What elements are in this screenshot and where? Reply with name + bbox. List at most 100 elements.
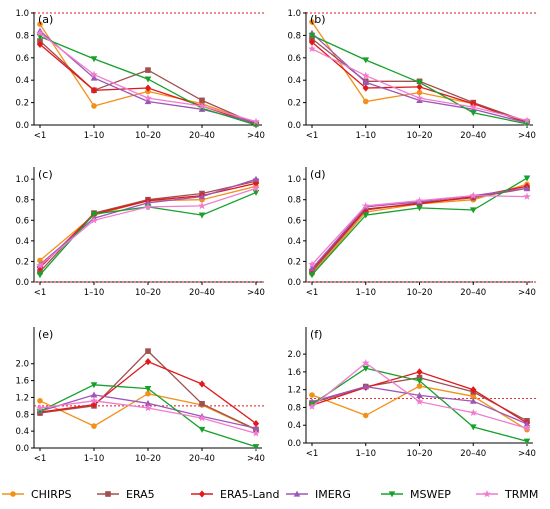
data-point-trmm	[252, 184, 260, 192]
data-point-chirps	[37, 257, 43, 264]
y-tick-label: 1.0	[287, 175, 301, 185]
data-point-imerg	[144, 98, 152, 105]
legend: CHIRPS ERA5 ERA5-Land IMERG MSWEP TRMM	[2, 488, 538, 501]
x-tick-label: 20–40	[189, 131, 215, 141]
data-point-mswep	[252, 189, 260, 196]
data-point-chirps	[416, 89, 423, 96]
data-point-era5-land	[144, 358, 152, 366]
x-tick-label: 10–20	[407, 288, 433, 298]
data-point-era5-land	[36, 40, 44, 48]
y-tick-label: 1.0	[15, 175, 29, 185]
data-point-era5-land	[416, 83, 423, 91]
data-point-mswep	[90, 211, 98, 218]
data-point-era5	[145, 348, 151, 354]
data-point-trmm	[415, 196, 424, 204]
x-tick-label: 20–40	[189, 454, 215, 464]
data-point-mswep	[144, 76, 152, 83]
y-tick-label: 0.6	[287, 54, 301, 64]
data-point-mswep	[144, 386, 152, 392]
data-point-mswep	[90, 382, 98, 389]
y-tick-label: 0.2	[15, 257, 29, 267]
data-point-mswep	[36, 272, 44, 279]
y-tick-label: 1.2	[287, 386, 301, 396]
panel-label: (e)	[38, 328, 53, 341]
y-tick-label: 0.0	[287, 439, 301, 449]
data-point-era5-land	[470, 386, 477, 394]
legend-marker-imerg	[293, 490, 301, 497]
x-tick-label: >40	[518, 288, 536, 298]
y-tick-label: 0.6	[15, 216, 29, 226]
y-tick-label: 0.0	[287, 121, 301, 131]
x-tick-label: 20–40	[460, 131, 486, 141]
data-point-mswep	[523, 438, 531, 445]
data-point-chirps	[91, 103, 97, 109]
y-tick-label: 0.0	[15, 121, 29, 131]
y-tick-label: 0.4	[287, 237, 301, 247]
legend-marker-trmm	[483, 490, 491, 498]
x-tick-label: 10–20	[135, 288, 161, 298]
y-tick-label: 1.0	[287, 9, 301, 19]
data-point-imerg	[90, 391, 98, 398]
data-point-era5-land	[308, 38, 316, 46]
y-tick-label: 0.8	[15, 31, 29, 41]
data-point-era5-land	[36, 264, 44, 272]
data-point-imerg	[416, 392, 423, 398]
data-point-imerg	[523, 185, 531, 191]
data-point-imerg	[308, 265, 316, 272]
x-tick-label: 20–40	[189, 288, 215, 298]
x-tick-label: 1–10	[84, 131, 104, 141]
data-point-trmm	[523, 116, 531, 124]
data-point-chirps	[470, 393, 477, 400]
data-point-era5-land	[90, 401, 98, 409]
data-point-mswep	[362, 365, 370, 372]
panel-c: 0.0 0.2 0.4 0.6 0.8 1.0 <1 1–10 10–20 20–40 >40 (c)	[15, 167, 266, 298]
data-point-trmm	[308, 402, 316, 410]
data-point-trmm	[198, 201, 206, 210]
y-tick-label: 0.8	[15, 410, 29, 420]
data-point-chirps	[362, 98, 369, 105]
data-point-mswep	[198, 212, 206, 219]
panel-d: 0.0 0.2 0.4 0.6 0.8 1.0 <1 1–10 10–20 20–40 >40 (d)	[287, 167, 537, 298]
panel-label: (f)	[310, 328, 322, 341]
x-tick-label: 10–20	[135, 454, 161, 464]
data-point-imerg	[252, 424, 260, 431]
legend-label-trmm: TRMM	[504, 488, 538, 501]
series-line-imerg	[39, 178, 257, 265]
data-point-era5-land	[362, 84, 369, 92]
data-point-era5-land	[198, 380, 206, 388]
data-point-chirps	[362, 412, 369, 419]
y-tick-label: 0.4	[287, 76, 301, 86]
panel-b: 0.0 0.2 0.4 0.6 0.8 1.0 <1 1–10 10–20 20–40 >40 (b)	[287, 9, 537, 141]
data-point-imerg	[362, 383, 370, 390]
data-point-mswep	[523, 175, 531, 182]
x-tick-label: 1–10	[356, 131, 376, 141]
data-point-imerg	[416, 97, 423, 103]
data-point-era5-land	[90, 86, 98, 94]
y-tick-label: 1.6	[15, 377, 29, 387]
y-tick-label: 2.0	[15, 360, 29, 370]
x-tick-label: 1–10	[356, 449, 376, 459]
y-tick-label: 1.6	[287, 368, 301, 378]
y-tick-label: 0.4	[287, 421, 301, 431]
y-tick-label: 0.8	[287, 403, 301, 413]
x-tick-label: >40	[518, 131, 536, 141]
panel-label: (b)	[310, 13, 326, 26]
x-tick-label: <1	[306, 131, 319, 141]
x-tick-label: 1–10	[84, 454, 104, 464]
legend-label-mswep: MSWEP	[410, 488, 451, 501]
x-tick-label: >40	[247, 131, 265, 141]
data-point-chirps	[91, 423, 97, 429]
legend-marker-mswep	[388, 491, 396, 498]
data-point-imerg	[198, 193, 206, 200]
panel-label: (d)	[310, 168, 326, 181]
x-tick-label: 1–10	[84, 288, 104, 298]
data-point-chirps	[37, 21, 43, 28]
data-point-chirps	[145, 390, 151, 397]
y-tick-label: 1.0	[15, 9, 29, 19]
y-tick-label: 0.2	[287, 257, 301, 267]
data-point-mswep	[469, 110, 477, 117]
legend-label-era5-land: ERA5-Land	[220, 488, 279, 501]
data-point-era5	[37, 268, 43, 275]
panel-label: (c)	[38, 168, 53, 181]
x-tick-label: >40	[247, 454, 265, 464]
